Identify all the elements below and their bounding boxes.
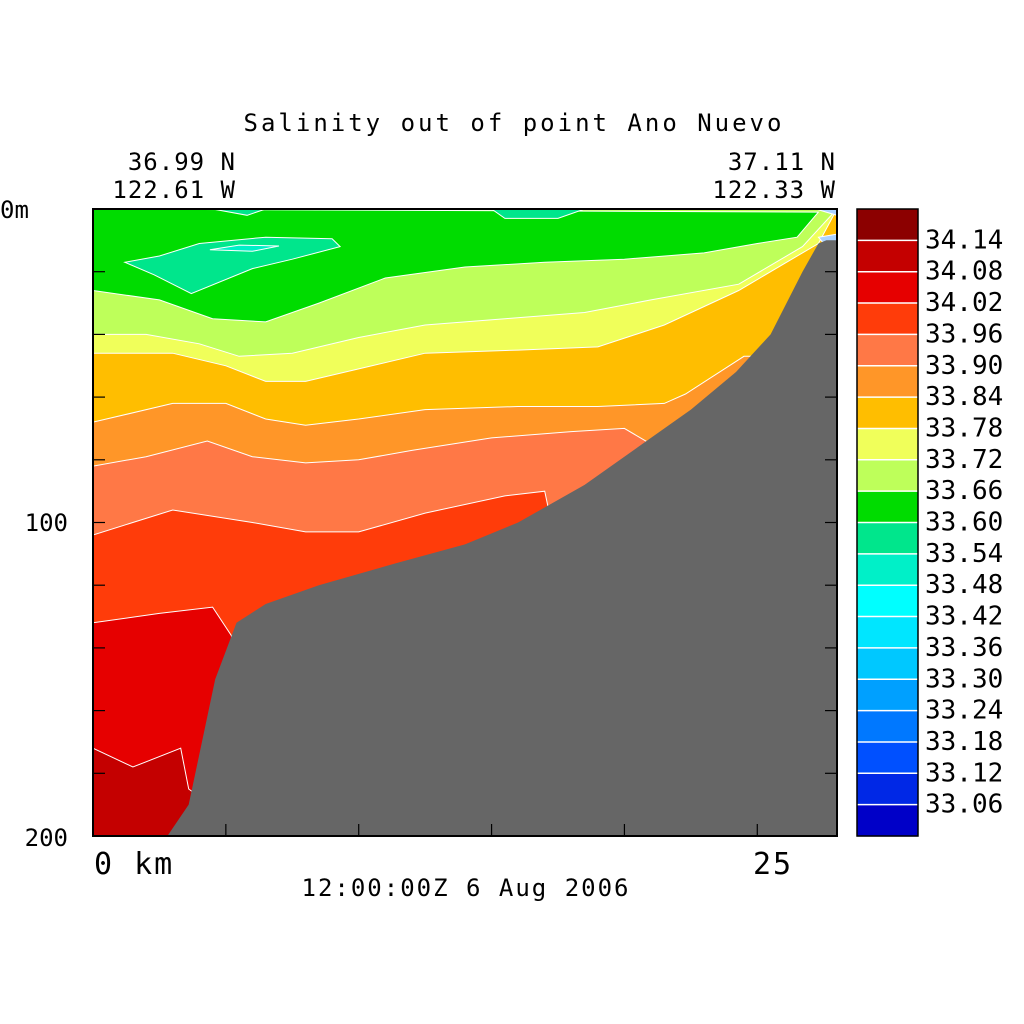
end-latitude: 37.11 N (728, 148, 836, 176)
colorbar-swatch (857, 647, 918, 680)
colorbar-label: 33.84 (925, 382, 1003, 412)
contour-33-48-core (209, 244, 280, 252)
colorbar-label: 34.08 (925, 257, 1003, 287)
contour-33.54-33.60 (123, 236, 342, 295)
colorbar-swatch (857, 616, 918, 649)
start-latitude: 36.99 N (128, 148, 236, 176)
colorbar-label: 33.06 (925, 790, 1003, 820)
colorbar-label: 33.42 (925, 602, 1003, 632)
contour-33-54-patch (490, 209, 585, 219)
colorbar-swatch (857, 271, 918, 304)
colorbar-label: 33.72 (925, 445, 1003, 475)
end-longitude: 122.33 W (712, 176, 836, 204)
colorbar-swatch (857, 804, 918, 837)
x-tick-label-end: 25 (753, 847, 793, 882)
colorbar-swatch (857, 303, 918, 335)
colorbar-frame (856, 208, 919, 837)
colorbar-label: 33.54 (925, 539, 1003, 569)
section-plot-area (93, 209, 837, 836)
colorbar-swatch (857, 459, 918, 492)
contour-nearshore-low (815, 209, 837, 216)
colorbar-label: 33.30 (925, 664, 1003, 694)
colorbar-label: 33.66 (925, 476, 1003, 506)
colorbar-label: 33.78 (925, 414, 1003, 444)
colorbar-swatch (857, 428, 918, 461)
y-tick-label-top: 0m (0, 196, 29, 224)
plot-axes (92, 208, 838, 837)
colorbar-swatch (857, 334, 918, 367)
colorbar-swatch (857, 522, 918, 555)
chart-title: Salinity out of point Ano Nuevo (244, 109, 785, 137)
colorbar-label: 33.18 (925, 727, 1003, 757)
colorbar-swatch (857, 209, 918, 241)
colorbar-label: 33.96 (925, 319, 1003, 349)
colorbar-swatch (857, 773, 918, 806)
colorbar-label: 33.90 (925, 351, 1003, 381)
colorbar-swatch (857, 365, 918, 398)
colorbar-label: 34.02 (925, 288, 1003, 318)
colorbar-swatch (857, 585, 918, 618)
colorbar-label: 33.12 (925, 758, 1003, 788)
colorbar-label: 33.36 (925, 633, 1003, 663)
x-tick-label-start: 0 km (94, 847, 174, 882)
contour-33-54-small (212, 209, 266, 216)
colorbar-swatch (857, 397, 918, 430)
colorbar: 34.1434.0834.0233.9633.9033.8433.7833.72… (856, 208, 1003, 837)
colorbar-label: 33.60 (925, 508, 1003, 538)
y-tick-label-mid: 100 (25, 509, 68, 537)
colorbar-swatch (857, 240, 918, 273)
colorbar-swatch (857, 710, 918, 743)
colorbar-label: 34.14 (925, 225, 1003, 255)
colorbar-swatch (857, 679, 918, 712)
colorbar-label: 33.48 (925, 570, 1003, 600)
bathymetry-mask (167, 240, 837, 836)
colorbar-swatch (857, 491, 918, 524)
start-longitude: 122.61 W (112, 176, 236, 204)
y-tick-label-bottom: 200 (25, 824, 68, 852)
colorbar-label: 33.24 (925, 696, 1003, 726)
timestamp: 12:00:00Z 6 Aug 2006 (302, 874, 631, 902)
colorbar-swatch (857, 741, 918, 774)
colorbar-swatch (857, 553, 918, 586)
